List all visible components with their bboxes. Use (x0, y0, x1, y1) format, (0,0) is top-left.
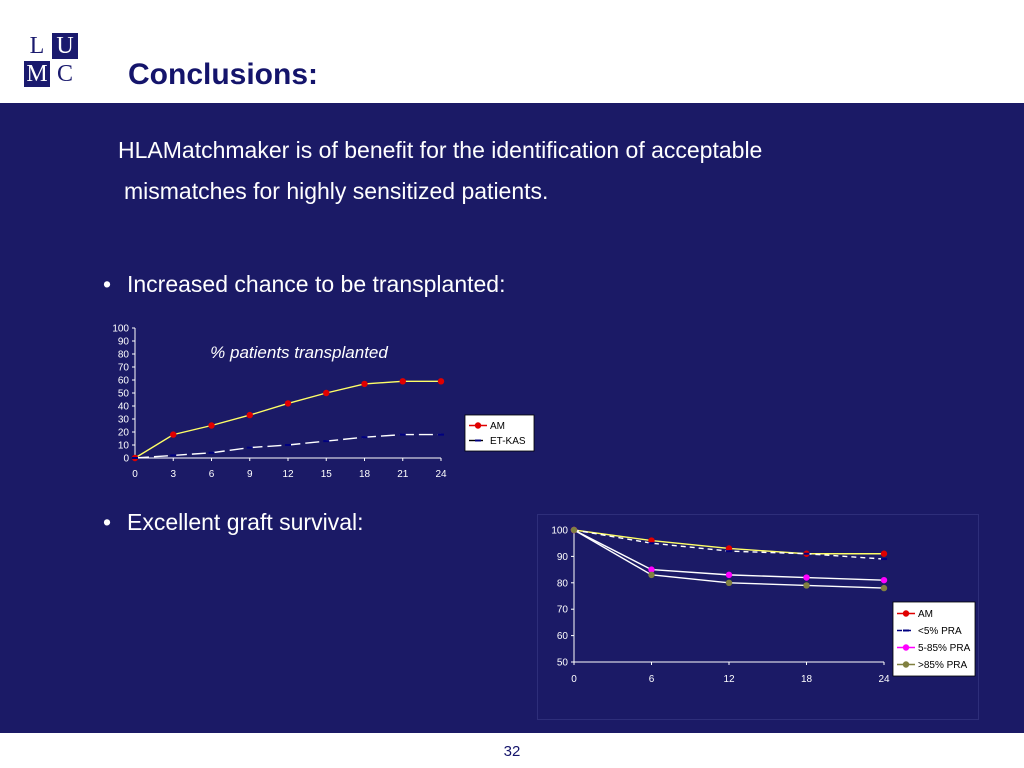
data-point (284, 400, 292, 407)
y-tick-label: 60 (118, 376, 130, 387)
transplant-chart: 0 10 20 30 40 50 60 70 80 90 100 0 3 6 9 12 15 18 21 24 % pa… (112, 324, 535, 481)
data-point (725, 579, 733, 586)
data-point (880, 584, 888, 592)
legend: AM <5% PRA 5-85% PRA >85% PRA (892, 601, 976, 677)
x-tick-label: 18 (801, 674, 813, 685)
data-point (880, 576, 888, 584)
y-tick-label: 20 (118, 428, 130, 439)
legend-label: ET-KAS (490, 436, 526, 447)
series-2 (132, 433, 444, 459)
x-tick-label: 24 (435, 469, 447, 480)
bullet-dot: • (103, 509, 112, 535)
series-line (573, 529, 885, 560)
y-tick-label: 100 (551, 526, 568, 537)
y-tick-label: 60 (557, 631, 569, 642)
legend-marker (902, 661, 910, 668)
graft-survival-chart: 50 60 70 80 90 100 0 6 12 18 24 AM <5% PRA 5-85% PRA >… (537, 514, 979, 720)
conclusion-paragraph: HLAMatchmaker is of benefit for the iden… (118, 130, 938, 212)
series-2 (571, 529, 887, 561)
data-point (803, 582, 810, 589)
data-point (399, 378, 406, 385)
data-point (648, 537, 655, 544)
slide-body: HLAMatchmaker is of benefit for the iden… (0, 103, 1024, 733)
x-tick-label: 3 (170, 469, 176, 480)
x-tick-label: 12 (282, 469, 294, 480)
x-tick-label: 18 (359, 469, 371, 480)
bullet-dot: • (103, 271, 112, 297)
logo-letter-m: M (24, 61, 50, 87)
chart-frame (537, 514, 979, 720)
y-tick-label: 30 (118, 415, 130, 426)
chart-title: % patients transplanted (210, 343, 388, 362)
data-point (323, 389, 330, 397)
axes: 50 60 70 80 90 100 0 6 12 18 24 (551, 526, 890, 686)
bullet-text: Increased chance to be transplanted: (127, 271, 506, 297)
legend-label: >85% PRA (918, 660, 968, 671)
logo-letter-u: U (52, 33, 78, 59)
series-line (573, 529, 885, 589)
legend: AM ET-KAS (464, 414, 535, 452)
legend-marker (474, 422, 482, 429)
data-point (725, 545, 733, 552)
data-point (725, 571, 733, 579)
x-tick-label: 0 (571, 674, 577, 685)
paragraph-line-2: mismatches for highly sensitized patient… (124, 178, 549, 204)
legend-marker (902, 644, 910, 651)
legend-marker (902, 610, 910, 617)
data-point (880, 550, 888, 557)
slide-header: L U M C Conclusions: (0, 0, 1024, 103)
paragraph-line-1: HLAMatchmaker is of benefit for the iden… (118, 137, 763, 163)
data-point (803, 574, 810, 581)
series-4 (570, 526, 888, 592)
bullet-text: Excellent graft survival: (127, 509, 364, 535)
y-tick-label: 40 (118, 402, 130, 413)
y-tick-label: 50 (557, 658, 569, 669)
series-line (134, 380, 441, 459)
y-tick-label: 10 (118, 441, 130, 452)
y-tick-label: 70 (118, 363, 130, 374)
x-tick-label: 0 (132, 469, 138, 480)
page-number: 32 (503, 743, 521, 760)
slide-footer: 32 (0, 733, 1024, 768)
logo-letter-l: L (24, 33, 50, 59)
series-1 (570, 526, 888, 557)
data-point (648, 571, 655, 579)
data-point (437, 378, 445, 385)
axes: 0 10 20 30 40 50 60 70 80 90 100 0 3 6 9 12 15 18 21 24 (112, 324, 447, 481)
data-point (246, 411, 253, 419)
data-point (208, 422, 215, 429)
legend-label: <5% PRA (918, 626, 962, 637)
legend-label: AM (918, 609, 933, 620)
x-tick-label: 15 (321, 469, 333, 480)
y-tick-label: 70 (557, 605, 569, 616)
y-tick-label: 80 (118, 350, 130, 361)
x-tick-label: 9 (247, 469, 253, 480)
lumc-logo: L U M C (24, 33, 80, 89)
x-tick-label: 12 (723, 674, 735, 685)
series-line (134, 433, 441, 459)
legend-label: 5-85% PRA (918, 643, 971, 654)
legend-box (464, 414, 535, 452)
y-tick-label: 100 (112, 324, 129, 335)
data-point (170, 431, 177, 438)
y-tick-label: 90 (118, 337, 130, 348)
y-tick-label: 90 (557, 552, 569, 563)
x-tick-label: 21 (397, 469, 409, 480)
data-point (361, 380, 368, 388)
y-tick-label: 50 (118, 389, 130, 400)
x-tick-label: 24 (878, 674, 890, 685)
data-point (570, 526, 578, 534)
legend-label: AM (490, 421, 505, 432)
y-tick-label: 80 (557, 578, 569, 589)
slide-title: Conclusions: (128, 58, 319, 91)
series-1 (131, 378, 445, 462)
x-tick-label: 6 (209, 469, 215, 480)
y-tick-label: 0 (123, 454, 129, 465)
x-tick-label: 6 (649, 674, 655, 685)
data-point (648, 566, 655, 573)
logo-letter-c: C (52, 61, 78, 87)
